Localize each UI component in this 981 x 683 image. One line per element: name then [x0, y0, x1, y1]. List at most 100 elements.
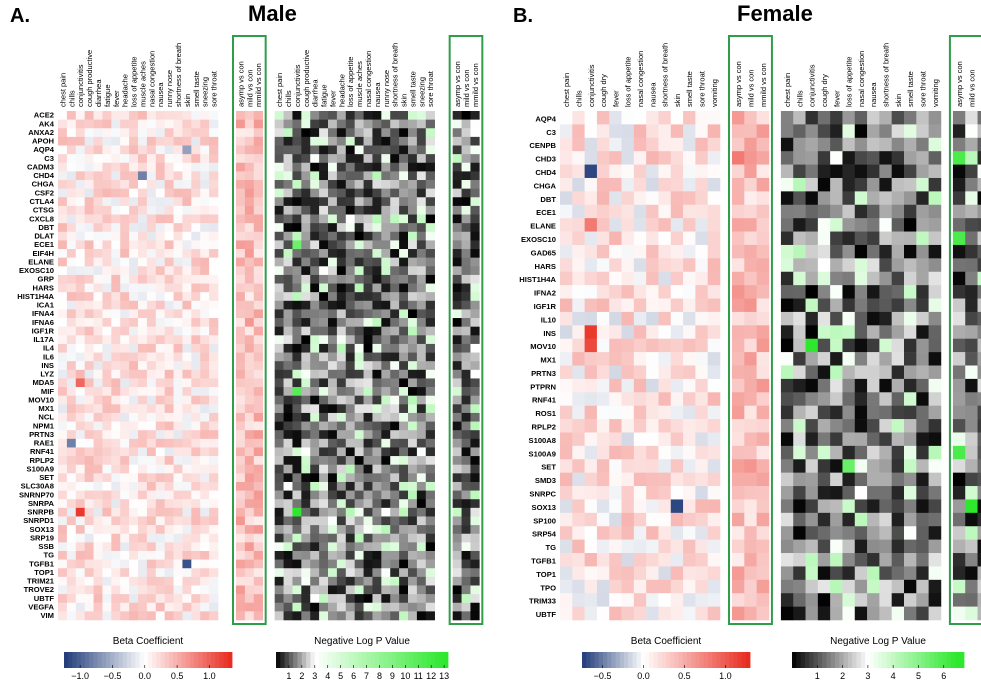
beta-cell	[66, 266, 77, 276]
pvalue-column-label: mmild vs con	[471, 63, 480, 107]
pvalue-cell	[319, 611, 329, 621]
beta-cell	[146, 499, 157, 509]
pvalue-cell	[461, 464, 471, 474]
beta-cell	[658, 218, 672, 232]
beta-cell	[129, 240, 139, 250]
beta-cell	[182, 136, 192, 146]
pvalue-legend-swatch	[925, 652, 930, 668]
pvalue-cell	[891, 271, 905, 286]
beta-legend-swatch	[211, 652, 216, 668]
pvalue-cell	[452, 568, 462, 578]
beta-cell	[138, 300, 148, 310]
pvalue-cell	[336, 180, 347, 189]
beta-cell	[66, 378, 77, 388]
pvalue-cell	[372, 473, 382, 483]
beta-cell	[707, 499, 721, 514]
pvalue-cell	[805, 271, 819, 286]
beta-cell	[621, 392, 635, 406]
pvalue-cell	[390, 240, 400, 250]
pvalue-cell	[977, 325, 981, 340]
pvalue-legend-swatch	[946, 652, 952, 668]
beta-cell	[111, 568, 121, 578]
beta-cell	[111, 352, 121, 362]
beta-cell	[756, 499, 770, 514]
pvalue-cell	[452, 576, 462, 586]
beta-cell	[209, 240, 219, 250]
beta-cell	[253, 145, 263, 155]
pvalue-cell	[408, 154, 418, 164]
beta-cell	[75, 266, 85, 276]
pvalue-cell	[793, 311, 806, 326]
pvalue-cell	[830, 244, 843, 259]
pvalue-cell	[425, 430, 435, 440]
beta-cell	[209, 171, 219, 181]
pvalue-legend-swatch	[804, 652, 810, 668]
pvalue-column-label: sore throat	[918, 70, 927, 107]
pvalue-cell	[879, 606, 892, 621]
pvalue-cell	[805, 459, 819, 473]
pvalue-cell	[470, 430, 480, 440]
pvalue-cell	[363, 447, 373, 457]
pvalue-cell	[928, 285, 942, 299]
beta-cell	[621, 285, 635, 299]
beta-cell	[84, 473, 94, 483]
pvalue-cell	[780, 606, 794, 621]
pvalue-legend-swatch	[826, 652, 832, 668]
pvalue-cell	[916, 352, 929, 366]
pvalue-cell	[793, 472, 806, 487]
pvalue-cell	[336, 188, 347, 198]
beta-cell	[609, 499, 622, 514]
pvalue-cell	[363, 257, 373, 267]
pvalue-cell	[842, 352, 856, 366]
beta-cell	[200, 318, 210, 327]
beta-cell	[596, 512, 610, 527]
pvalue-cell	[952, 177, 966, 192]
row-label: SOX13	[30, 525, 54, 534]
pvalue-cell	[416, 119, 427, 129]
beta-cell	[658, 553, 672, 567]
pvalue-cell	[891, 338, 905, 353]
pvalue-cell	[879, 311, 892, 326]
pvalue-cell	[408, 559, 418, 569]
beta-cell	[93, 180, 103, 189]
pvalue-cell	[425, 490, 435, 500]
pvalue-cell	[891, 553, 905, 567]
beta-cell	[129, 447, 139, 457]
beta-column-label: chills	[67, 90, 76, 107]
pvalue-cell	[390, 499, 400, 509]
pvalue-cell	[408, 481, 418, 491]
beta-cell	[253, 283, 263, 293]
beta-cell	[84, 430, 94, 440]
pvalue-cell	[301, 490, 311, 500]
beta-cell	[670, 419, 684, 433]
pvalue-cell	[345, 119, 355, 129]
beta-cell	[93, 274, 103, 284]
beta-cell	[155, 378, 165, 388]
beta-cell	[182, 154, 192, 164]
beta-cell	[621, 231, 635, 246]
pvalue-cell	[891, 432, 905, 447]
beta-cell	[173, 438, 183, 448]
beta-cell	[75, 257, 85, 267]
pvalue-cell	[310, 576, 320, 586]
beta-cell	[84, 292, 94, 302]
pvalue-cell	[354, 318, 364, 327]
beta-cell	[182, 568, 192, 578]
beta-cell	[646, 553, 659, 567]
beta-cell	[93, 223, 103, 233]
beta-column-label: chest pain	[562, 73, 571, 107]
beta-cell	[584, 579, 598, 594]
beta-cell	[58, 154, 68, 164]
beta-cell	[236, 274, 246, 284]
pvalue-legend-swatch	[301, 652, 307, 668]
pvalue-cell	[854, 606, 868, 621]
pvalue-cell	[336, 404, 347, 414]
pvalue-cell	[470, 542, 480, 552]
pvalue-cell	[830, 539, 843, 554]
pvalue-cell	[363, 568, 373, 578]
pvalue-cell	[292, 412, 302, 422]
beta-column-label: skin	[183, 94, 192, 107]
pvalue-cell	[283, 594, 293, 604]
pvalue-cell	[416, 430, 427, 440]
beta-cell	[102, 274, 112, 284]
